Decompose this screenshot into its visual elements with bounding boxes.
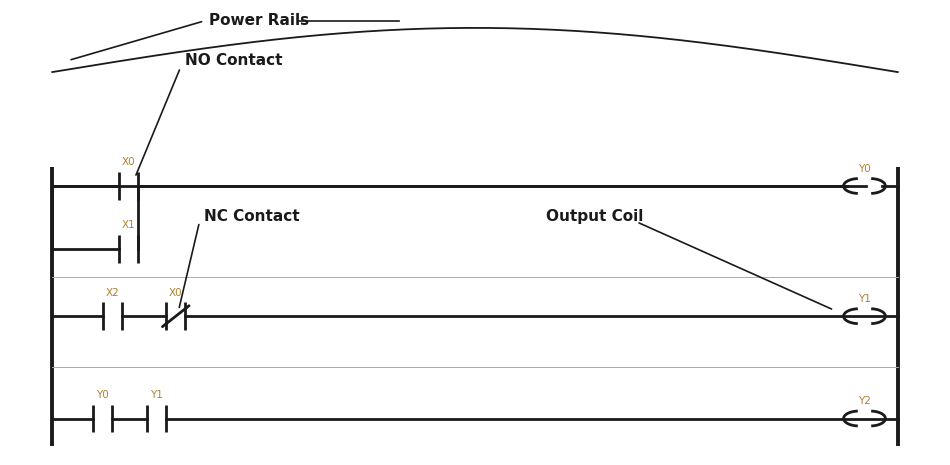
Text: NC Contact: NC Contact [204,209,300,224]
Text: X0: X0 [169,287,182,298]
Text: Y1: Y1 [858,294,871,304]
Text: X2: X2 [105,287,119,298]
Text: Output Coil: Output Coil [546,209,644,224]
Text: Y1: Y1 [150,390,163,400]
Text: NO Contact: NO Contact [185,53,283,68]
Text: Power Rails: Power Rails [209,13,309,28]
Text: X0: X0 [122,157,135,167]
Text: X1: X1 [122,220,135,230]
Text: Y0: Y0 [96,390,109,400]
Text: Y0: Y0 [858,164,871,174]
Text: Y2: Y2 [858,396,871,406]
